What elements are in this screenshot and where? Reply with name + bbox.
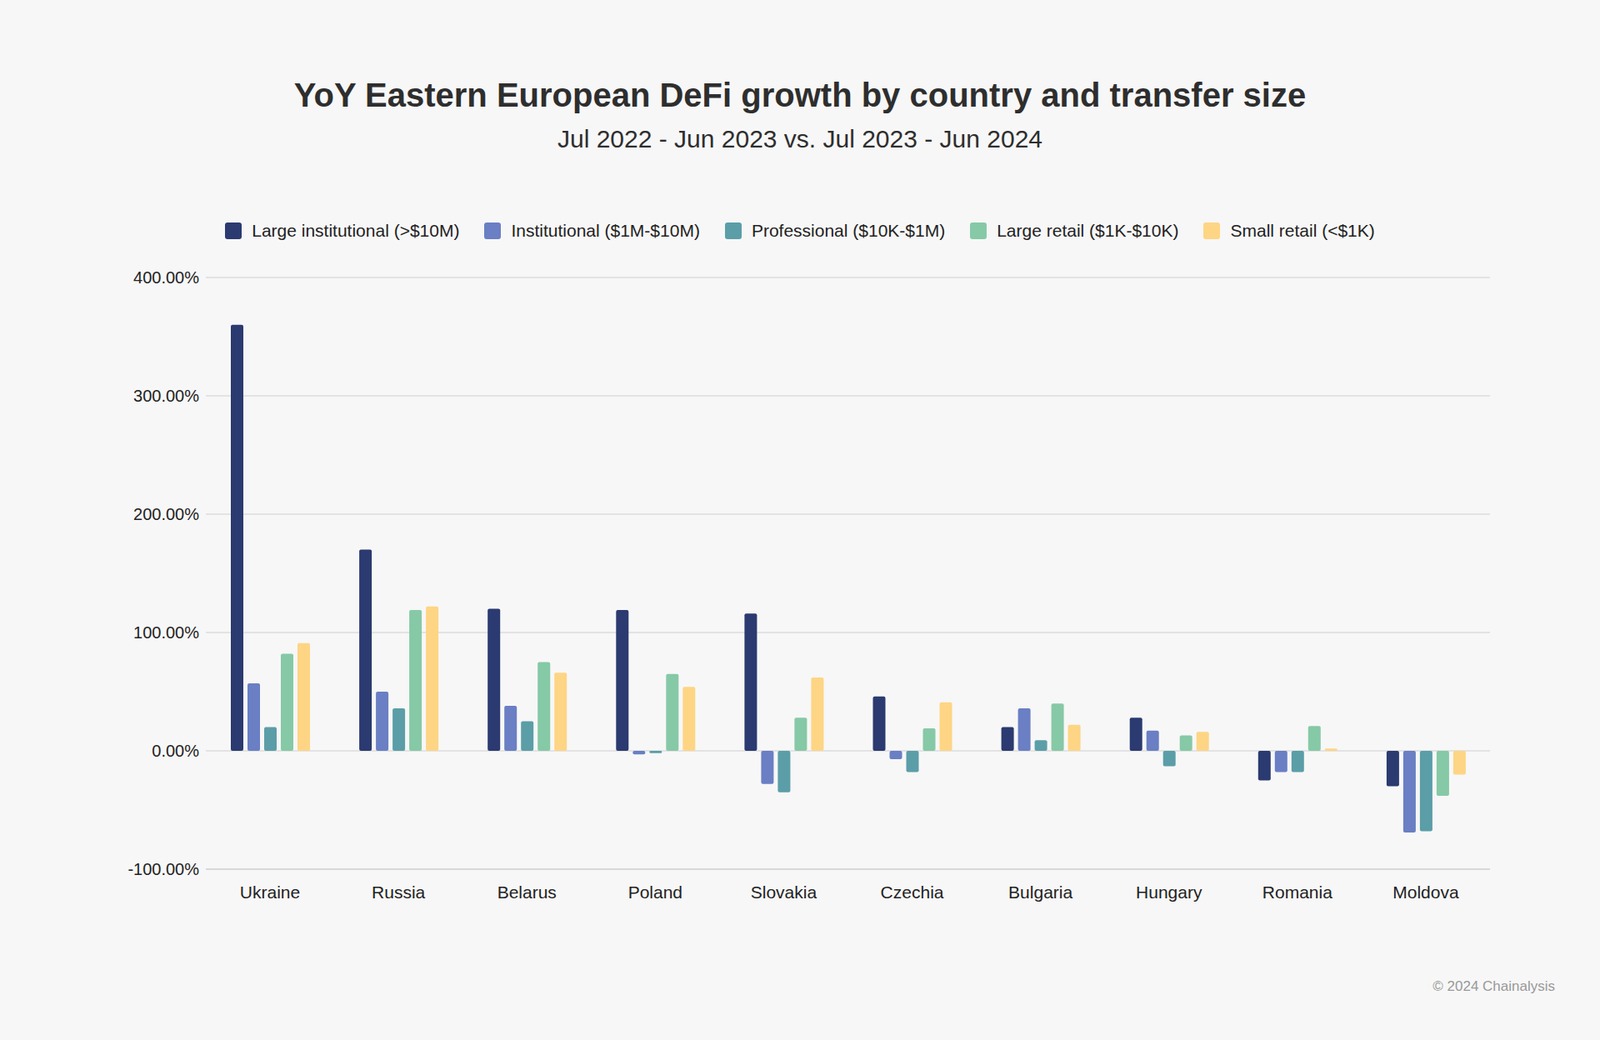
svg-text:200.00%: 200.00% [133, 505, 200, 524]
svg-text:400.00%: 400.00% [133, 268, 200, 287]
svg-text:Russia: Russia [371, 882, 426, 902]
svg-text:300.00%: 300.00% [133, 386, 200, 405]
html-text:© 2024 Chainalysis: © 2024 Chainalysis [1432, 978, 1555, 995]
svg-text:-100.00%: -100.00% [127, 860, 200, 879]
svg-text:Bulgaria: Bulgaria [1008, 882, 1073, 902]
html-text:Professional ($10K-$1M): Professional ($10K-$1M) [751, 220, 946, 240]
html-text:Large retail ($1K-$10K): Large retail ($1K-$10K) [996, 220, 1179, 240]
svg-text:Moldova: Moldova [1392, 882, 1460, 902]
html-text:Jul 2022 - Jun 2023 vs. Jul 20: Jul 2022 - Jun 2023 vs. Jul 2023 - Jun 2… [557, 125, 1043, 153]
svg-text:Slovakia: Slovakia [750, 882, 818, 902]
svg-text:Romania: Romania [1262, 882, 1333, 902]
svg-text:0.00%: 0.00% [151, 741, 200, 760]
svg-text:Ukraine: Ukraine [240, 882, 300, 902]
html-text:Large institutional (>$10M): Large institutional (>$10M) [251, 220, 460, 240]
html-text:Small retail (<$1K): Small retail (<$1K) [1230, 220, 1375, 240]
svg-text:100.00%: 100.00% [133, 623, 200, 642]
svg-text:Belarus: Belarus [497, 882, 557, 902]
html-text:Institutional ($1M-$10M): Institutional ($1M-$10M) [511, 220, 700, 240]
svg-text:Hungary: Hungary [1135, 882, 1203, 902]
svg-text:Poland: Poland [628, 882, 683, 902]
svg-text:Czechia: Czechia [880, 882, 945, 902]
html-text:YoY Eastern European DeFi grow: YoY Eastern European DeFi growth by coun… [294, 76, 1306, 114]
